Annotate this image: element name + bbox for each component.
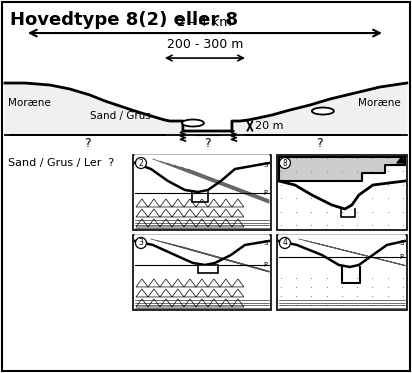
Text: 8: 8: [283, 159, 287, 167]
Text: Moræne: Moræne: [358, 98, 400, 108]
Text: S: S: [400, 240, 404, 246]
Circle shape: [136, 157, 146, 169]
Circle shape: [279, 157, 290, 169]
Text: P: P: [400, 254, 404, 260]
Polygon shape: [135, 235, 269, 265]
Polygon shape: [5, 83, 407, 135]
Bar: [277, 235, 407, 310]
Text: S: S: [264, 240, 268, 246]
Text: 2 - 4 km: 2 - 4 km: [178, 16, 232, 29]
Circle shape: [136, 238, 146, 248]
Polygon shape: [397, 157, 405, 163]
Text: 20 m: 20 m: [255, 121, 283, 131]
Text: P: P: [264, 190, 268, 196]
Ellipse shape: [182, 119, 204, 126]
Ellipse shape: [312, 107, 334, 115]
Bar: [133, 155, 271, 230]
Text: Hovedtype 8(2) eller 8: Hovedtype 8(2) eller 8: [10, 11, 238, 29]
Text: ?: ?: [316, 137, 323, 150]
Text: 2: 2: [138, 159, 143, 167]
Text: 3: 3: [138, 238, 143, 247]
Bar: [133, 235, 271, 310]
Polygon shape: [279, 157, 342, 181]
Text: 4: 4: [283, 238, 287, 247]
Polygon shape: [279, 235, 405, 267]
Polygon shape: [135, 155, 269, 192]
Text: Sand / Grus / Ler  ?: Sand / Grus / Ler ?: [8, 158, 114, 168]
Text: S: S: [264, 162, 268, 168]
Text: Moræne: Moræne: [8, 98, 51, 108]
Bar: [198, 265, 218, 273]
Circle shape: [279, 238, 290, 248]
Bar: [277, 155, 407, 230]
Text: ?: ?: [84, 137, 90, 150]
Text: P: P: [264, 262, 268, 268]
Text: 200 - 300 m: 200 - 300 m: [167, 38, 243, 51]
Text: Sand / Grus: Sand / Grus: [90, 111, 151, 121]
Polygon shape: [279, 181, 405, 209]
Polygon shape: [342, 157, 405, 181]
Text: ?: ?: [204, 137, 210, 150]
